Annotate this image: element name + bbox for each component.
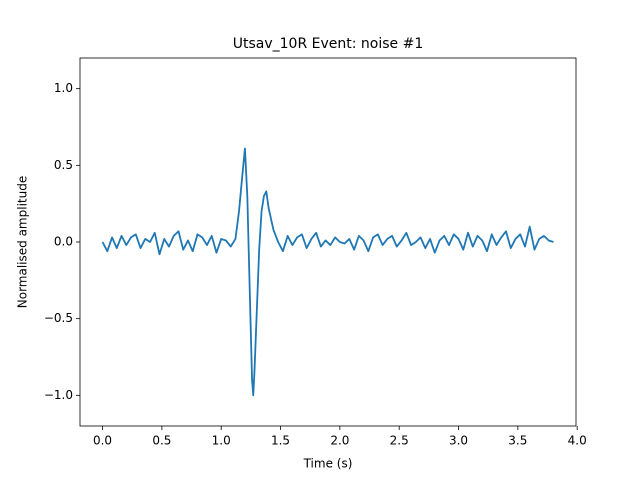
x-tick-label: 2.0 xyxy=(330,434,349,448)
x-tick-label: 1.0 xyxy=(212,434,231,448)
chart-title: Utsav_10R Event: noise #1 xyxy=(233,36,423,52)
y-tick-label: −0.5 xyxy=(44,311,73,325)
y-tick-label: −1.0 xyxy=(44,388,73,402)
x-tick-label: 3.0 xyxy=(449,434,468,448)
x-tick-label: 4.0 xyxy=(568,434,587,448)
x-tick-label: 3.5 xyxy=(508,434,527,448)
plot-frame xyxy=(79,57,577,427)
data-line xyxy=(101,147,554,397)
y-tick-label: 1.0 xyxy=(54,81,73,95)
x-tick-label: 2.5 xyxy=(390,434,409,448)
y-axis-label: Normalised amplitude xyxy=(16,176,30,308)
x-axis-label: Time (s) xyxy=(303,457,353,471)
x-tick-label: 1.5 xyxy=(271,434,290,448)
y-tick-label: 0.5 xyxy=(54,158,73,172)
x-tick-label: 0.0 xyxy=(93,434,112,448)
y-tick-label: 0.0 xyxy=(54,235,73,249)
x-tick-label: 0.5 xyxy=(152,434,171,448)
